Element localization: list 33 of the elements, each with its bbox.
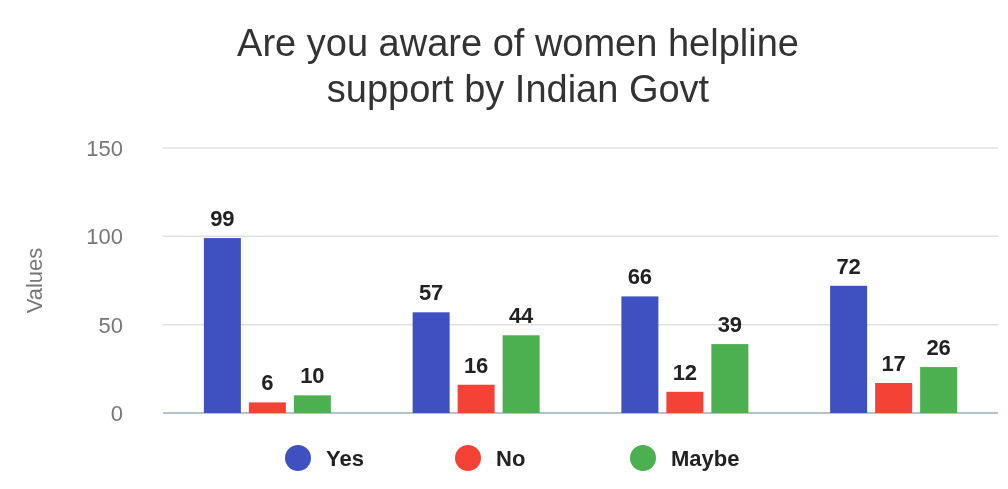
bar (920, 367, 958, 413)
bar (621, 296, 659, 413)
y-tick-label: 50 (98, 312, 123, 338)
bar (248, 402, 286, 413)
bar (412, 312, 450, 413)
y-tick-label: 150 (86, 136, 123, 161)
legend-label: Yes (326, 446, 364, 471)
y-axis-title: Values (22, 247, 47, 314)
bar (203, 238, 241, 413)
data-label: 6 (261, 370, 274, 396)
bar (502, 335, 540, 413)
data-label: 99 (210, 206, 235, 232)
legend-label: Maybe (671, 446, 740, 471)
chart-title: Are you aware of women helpline support by Indian Govt (237, 22, 799, 110)
bar (457, 384, 495, 413)
legend-label: No (496, 446, 526, 471)
data-label: 17 (881, 350, 906, 376)
y-tick-label: 0 (110, 401, 123, 426)
bar (293, 395, 331, 413)
y-tick-label: 100 (86, 224, 123, 250)
data-label: 57 (418, 280, 444, 306)
data-label: 44 (508, 303, 535, 329)
data-label: 72 (836, 253, 861, 279)
data-label: 66 (627, 264, 653, 290)
bar (875, 382, 913, 413)
data-label: 12 (672, 359, 698, 385)
bar (666, 391, 704, 413)
data-label: 10 (300, 363, 325, 389)
data-label: 26 (926, 335, 951, 361)
data-label: 16 (463, 352, 489, 378)
data-label: 39 (717, 312, 743, 338)
bar (711, 344, 749, 413)
bar (830, 285, 868, 413)
